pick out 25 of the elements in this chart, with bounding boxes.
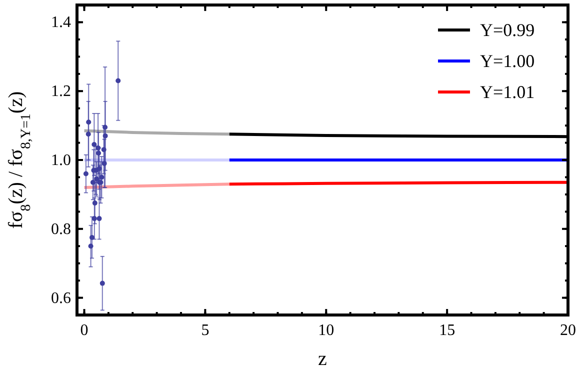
y-tick-label: 1.4 <box>51 14 71 32</box>
y-tick-label: 0.6 <box>51 290 71 307</box>
legend-label: Y=0.99 <box>480 20 535 40</box>
x-tick-label: 0 <box>80 322 88 339</box>
x-tick-label: 10 <box>318 322 334 339</box>
legend-label: Y=1.01 <box>480 82 535 102</box>
x-axis-title: z <box>318 348 328 370</box>
point <box>88 244 94 249</box>
point <box>96 150 102 156</box>
point <box>100 280 105 286</box>
x-tick-label: 20 <box>560 322 576 339</box>
y-tick-label: 0.8 <box>51 220 71 238</box>
point <box>101 147 106 152</box>
point <box>89 235 94 240</box>
y-tick-label: 1.0 <box>51 152 71 169</box>
y-tick-label: 1.2 <box>51 83 71 100</box>
x-tick-label: 5 <box>201 322 210 339</box>
x-tick-label: 15 <box>439 322 456 339</box>
point <box>83 171 88 176</box>
point <box>86 120 92 125</box>
legend-label: Y=1.00 <box>480 51 535 71</box>
point <box>116 78 121 84</box>
point <box>102 160 107 166</box>
point <box>86 132 91 137</box>
point <box>96 216 102 222</box>
